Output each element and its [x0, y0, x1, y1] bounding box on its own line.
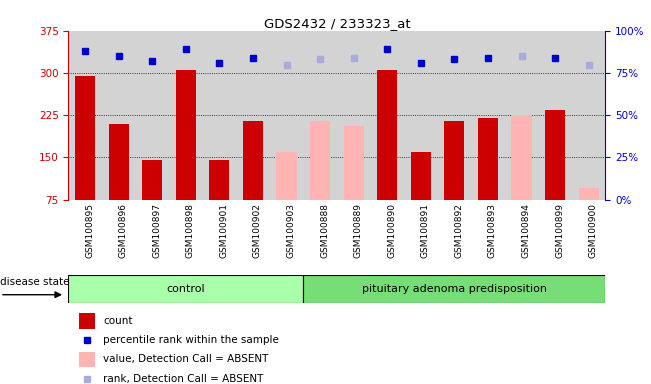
Text: control: control: [167, 284, 205, 294]
Text: pituitary adenoma predisposition: pituitary adenoma predisposition: [362, 284, 547, 294]
Text: GSM100890: GSM100890: [387, 204, 396, 258]
Text: GSM100894: GSM100894: [521, 204, 531, 258]
Text: GSM100897: GSM100897: [152, 204, 161, 258]
Text: GSM100895: GSM100895: [85, 204, 94, 258]
Text: GSM100901: GSM100901: [219, 204, 229, 258]
Bar: [478, 118, 498, 200]
Bar: [210, 160, 230, 200]
Bar: [75, 76, 95, 200]
Text: GSM100902: GSM100902: [253, 204, 262, 258]
Text: GSM100889: GSM100889: [353, 204, 363, 258]
Text: percentile rank within the sample: percentile rank within the sample: [104, 335, 279, 345]
Bar: [243, 121, 263, 200]
Bar: [303, 275, 605, 303]
Text: GSM100893: GSM100893: [488, 204, 497, 258]
Text: GSM100899: GSM100899: [555, 204, 564, 258]
Bar: [579, 189, 599, 200]
Text: GSM100900: GSM100900: [589, 204, 598, 258]
Bar: [344, 126, 364, 200]
Bar: [79, 352, 95, 367]
Bar: [68, 275, 303, 303]
Bar: [277, 152, 297, 200]
Bar: [142, 160, 162, 200]
Text: GSM100896: GSM100896: [118, 204, 128, 258]
Bar: [444, 121, 464, 200]
Text: GSM100891: GSM100891: [421, 204, 430, 258]
Text: GSM100898: GSM100898: [186, 204, 195, 258]
Bar: [545, 109, 565, 200]
Text: count: count: [104, 316, 133, 326]
Bar: [79, 313, 95, 329]
Title: GDS2432 / 233323_at: GDS2432 / 233323_at: [264, 17, 410, 30]
Bar: [310, 121, 330, 200]
Text: GSM100888: GSM100888: [320, 204, 329, 258]
Bar: [411, 152, 431, 200]
Text: GSM100892: GSM100892: [454, 204, 464, 258]
Text: disease state: disease state: [0, 277, 70, 287]
Bar: [512, 115, 532, 200]
Bar: [109, 124, 129, 200]
Text: GSM100903: GSM100903: [286, 204, 296, 258]
Bar: [176, 70, 196, 200]
Text: rank, Detection Call = ABSENT: rank, Detection Call = ABSENT: [104, 374, 264, 384]
Text: value, Detection Call = ABSENT: value, Detection Call = ABSENT: [104, 354, 269, 364]
Bar: [377, 70, 397, 200]
